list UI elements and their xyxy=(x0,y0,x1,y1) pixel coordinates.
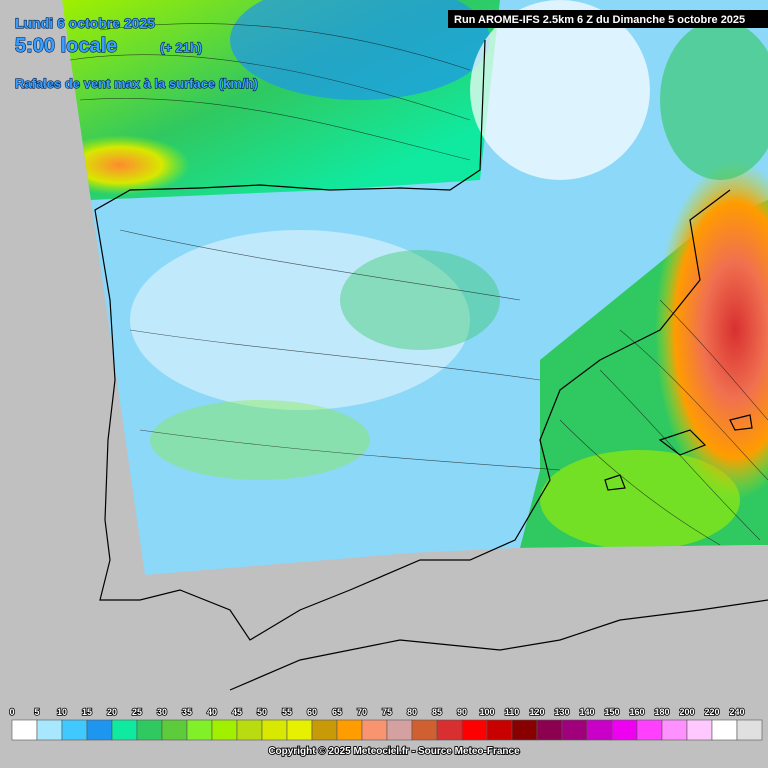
legend-label: 30 xyxy=(157,707,167,717)
legend-label: 0 xyxy=(9,707,14,717)
legend-swatch xyxy=(361,719,388,741)
coastlines xyxy=(94,39,768,691)
legend-swatch xyxy=(561,719,588,741)
legend-label: 35 xyxy=(182,707,192,717)
legend-swatch xyxy=(61,719,88,741)
legend-swatch xyxy=(511,719,538,741)
legend-swatch xyxy=(161,719,188,741)
run-info: Run AROME-IFS 2.5km 6 Z du Dimanche 5 oc… xyxy=(454,14,745,26)
legend-swatch xyxy=(311,719,338,741)
legend-swatch xyxy=(286,719,313,741)
legend-swatch xyxy=(186,719,213,741)
legend-label: 55 xyxy=(282,707,292,717)
legend-label: 25 xyxy=(132,707,142,717)
legend-label: 100 xyxy=(479,707,494,717)
legend-label: 45 xyxy=(232,707,242,717)
legend-label: 90 xyxy=(457,707,467,717)
lead-time: (+ 21h) xyxy=(160,40,202,55)
legend-label: 140 xyxy=(579,707,594,717)
legend-swatch xyxy=(336,719,363,741)
legend-label: 180 xyxy=(654,707,669,717)
legend-label: 80 xyxy=(407,707,417,717)
legend-swatch xyxy=(686,719,713,741)
run-box xyxy=(448,10,768,28)
legend-label: 85 xyxy=(432,707,442,717)
legend-label: 50 xyxy=(257,707,267,717)
legend-label: 70 xyxy=(357,707,367,717)
copyright: Copyright © 2025 Meteociel.fr - Source M… xyxy=(268,746,520,757)
legend-swatch xyxy=(36,719,63,741)
legend-label: 40 xyxy=(207,707,217,717)
legend-swatch xyxy=(436,719,463,741)
legend-label: 150 xyxy=(604,707,619,717)
legend-swatch xyxy=(211,719,238,741)
legend-label: 160 xyxy=(629,707,644,717)
legend-swatch xyxy=(486,719,513,741)
legend-swatch xyxy=(411,719,438,741)
legend-label: 10 xyxy=(57,707,67,717)
legend-label: 60 xyxy=(307,707,317,717)
legend-swatch xyxy=(611,719,638,741)
legend-label: 15 xyxy=(82,707,92,717)
time: 5:00 locale xyxy=(15,35,117,57)
legend-swatch xyxy=(86,719,113,741)
legend-swatch xyxy=(736,719,763,741)
legend-label: 220 xyxy=(704,707,719,717)
legend-swatch xyxy=(711,719,738,741)
legend-label: 75 xyxy=(382,707,392,717)
legend-label: 20 xyxy=(107,707,117,717)
variable: Rafales de vent max à la surface (km/h) xyxy=(15,76,258,91)
legend-swatch xyxy=(661,719,688,741)
legend-swatch xyxy=(11,719,38,741)
legend-swatch xyxy=(236,719,263,741)
legend-label: 200 xyxy=(679,707,694,717)
legend-swatch xyxy=(536,719,563,741)
legend-label: 110 xyxy=(505,707,520,717)
wind-field xyxy=(62,0,768,575)
legend-swatch xyxy=(111,719,138,741)
legend-swatch xyxy=(386,719,413,741)
legend-label: 5 xyxy=(34,707,39,717)
legend-swatch xyxy=(586,719,613,741)
legend: 0 5 10 15 20 25 30 35 40 45 50 55 60 65 70 75 80 85 90 100 1… xyxy=(9,706,763,741)
legend-label: 130 xyxy=(554,707,569,717)
header: Lundi 6 octobre 2025 5:00 locale (+ 21h)… xyxy=(14,14,258,91)
legend-swatch xyxy=(261,719,288,741)
legend-label: 240 xyxy=(729,707,744,717)
legend-swatch xyxy=(136,719,163,741)
legend-swatch xyxy=(461,719,488,741)
date: Lundi 6 octobre 2025 xyxy=(15,15,155,31)
legend-swatch xyxy=(636,719,663,741)
legend-label: 65 xyxy=(332,707,342,717)
legend-label: 120 xyxy=(529,707,544,717)
streamlines xyxy=(69,23,768,546)
